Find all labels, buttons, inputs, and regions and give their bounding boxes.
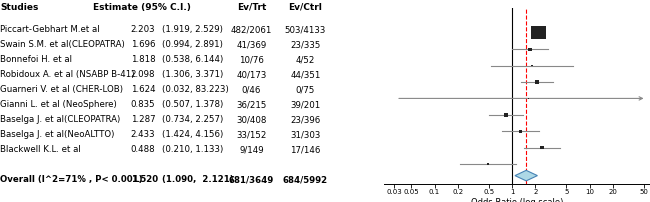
Text: 684/5992: 684/5992 — [283, 175, 328, 184]
FancyBboxPatch shape — [531, 26, 547, 39]
FancyBboxPatch shape — [531, 65, 533, 66]
FancyBboxPatch shape — [519, 130, 523, 133]
Text: Swain S.M. et al(CLEOPATRA): Swain S.M. et al(CLEOPATRA) — [1, 40, 125, 49]
Text: (0.032, 83.223): (0.032, 83.223) — [162, 85, 229, 94]
Text: 44/351: 44/351 — [291, 70, 320, 79]
Text: (1.090,  2.121): (1.090, 2.121) — [162, 175, 234, 184]
Text: 0/75: 0/75 — [296, 85, 315, 94]
Text: Baselga J. et al(NeoALTTO): Baselga J. et al(NeoALTTO) — [1, 130, 115, 139]
X-axis label: Odds Ratio (log scale): Odds Ratio (log scale) — [471, 198, 563, 202]
Text: 23/335: 23/335 — [291, 40, 320, 49]
Text: Guarneri V. et al (CHER-LOB): Guarneri V. et al (CHER-LOB) — [1, 85, 124, 94]
Text: 1.818: 1.818 — [131, 55, 155, 64]
Text: Piccart-Gebhart M.et al: Piccart-Gebhart M.et al — [1, 25, 100, 34]
Text: 1.696: 1.696 — [131, 40, 155, 49]
Text: Studies: Studies — [1, 3, 39, 12]
Text: Gianni L. et al (NeoSphere): Gianni L. et al (NeoSphere) — [1, 100, 117, 109]
Text: 17/146: 17/146 — [291, 145, 320, 154]
Text: 33/152: 33/152 — [236, 130, 266, 139]
FancyBboxPatch shape — [504, 113, 508, 117]
Text: 23/396: 23/396 — [291, 115, 320, 124]
Text: 2.098: 2.098 — [131, 70, 155, 79]
Text: 1.520: 1.520 — [131, 175, 158, 184]
Text: 1.624: 1.624 — [131, 85, 155, 94]
Text: 681/3649: 681/3649 — [229, 175, 274, 184]
Text: (0.994, 2.891): (0.994, 2.891) — [162, 40, 224, 49]
Text: Estimate (95% C.I.): Estimate (95% C.I.) — [94, 3, 191, 12]
Text: Baselga J. et al(CLEOPATRA): Baselga J. et al(CLEOPATRA) — [1, 115, 121, 124]
Text: 1.287: 1.287 — [131, 115, 155, 124]
Text: 482/2061: 482/2061 — [231, 25, 272, 34]
Text: (0.734, 2.257): (0.734, 2.257) — [162, 115, 224, 124]
FancyBboxPatch shape — [540, 146, 544, 149]
Text: Ev/Ctrl: Ev/Ctrl — [289, 3, 322, 12]
Text: Overall (I^2=71% , P< 0.001): Overall (I^2=71% , P< 0.001) — [1, 175, 143, 184]
Text: Robidoux A. et al (NSABP B-41): Robidoux A. et al (NSABP B-41) — [1, 70, 135, 79]
Text: (1.306, 3.371): (1.306, 3.371) — [162, 70, 224, 79]
Text: (1.919, 2.529): (1.919, 2.529) — [162, 25, 224, 34]
Text: 0.488: 0.488 — [131, 145, 155, 154]
Text: 9/149: 9/149 — [239, 145, 264, 154]
Text: (0.507, 1.378): (0.507, 1.378) — [162, 100, 224, 109]
Text: 4/52: 4/52 — [296, 55, 315, 64]
Text: 39/201: 39/201 — [291, 100, 320, 109]
FancyBboxPatch shape — [535, 80, 539, 84]
Text: Bonnefoi H. et al: Bonnefoi H. et al — [1, 55, 72, 64]
Text: 41/369: 41/369 — [236, 40, 266, 49]
Polygon shape — [515, 170, 538, 181]
Text: 10/76: 10/76 — [239, 55, 264, 64]
Text: (1.424, 4.156): (1.424, 4.156) — [162, 130, 224, 139]
Text: (0.210, 1.133): (0.210, 1.133) — [162, 145, 224, 154]
Text: 36/215: 36/215 — [236, 100, 266, 109]
Text: 30/408: 30/408 — [236, 115, 266, 124]
Text: 2.203: 2.203 — [131, 25, 155, 34]
Text: 0.835: 0.835 — [131, 100, 155, 109]
Text: (0.538, 6.144): (0.538, 6.144) — [162, 55, 224, 64]
FancyBboxPatch shape — [487, 163, 489, 165]
Text: Ev/Trt: Ev/Trt — [237, 3, 266, 12]
Text: 2.433: 2.433 — [131, 130, 155, 139]
Text: 31/303: 31/303 — [291, 130, 320, 139]
Text: 503/4133: 503/4133 — [285, 25, 326, 34]
Text: 0/46: 0/46 — [242, 85, 261, 94]
FancyBboxPatch shape — [528, 47, 532, 51]
Text: Blackwell K.L. et al: Blackwell K.L. et al — [1, 145, 81, 154]
Text: 40/173: 40/173 — [236, 70, 266, 79]
